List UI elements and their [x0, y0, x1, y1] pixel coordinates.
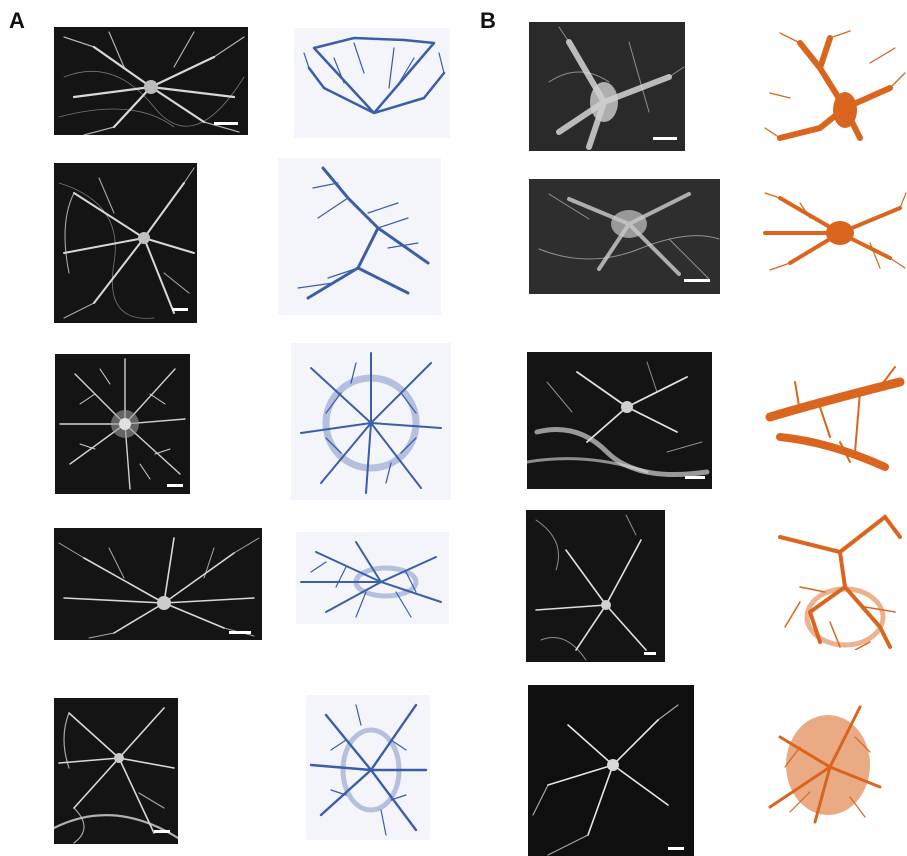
panel-b-reconstruction-1: [760, 28, 907, 146]
astrocyte-micrograph: [58, 537, 260, 639]
panel-a-reconstruction-1: [294, 28, 450, 138]
orange-reconstruction: [778, 514, 902, 650]
orange-reconstruction: [765, 366, 905, 471]
panel-b-micrograph-3: [527, 352, 712, 489]
panel-b-reconstruction-3: [760, 362, 907, 474]
panel-b-micrograph-2: [529, 179, 720, 294]
scale-bar: [172, 308, 188, 311]
panel-b-reconstruction-2: [760, 188, 907, 274]
scale-bar: [154, 830, 170, 833]
scale-bar: [684, 279, 710, 282]
astrocyte-micrograph: [529, 22, 685, 151]
panel-a-micrograph-2: [54, 163, 197, 323]
panel-a-micrograph-1: [54, 27, 248, 135]
panel-b-label: B: [480, 8, 496, 33]
blue-reconstruction: [300, 352, 442, 494]
scale-bar: [685, 476, 705, 479]
astrocyte-micrograph: [59, 358, 186, 490]
panel-a-micrograph-5: [54, 698, 178, 844]
blue-reconstruction: [300, 541, 442, 618]
scale-bar: [167, 484, 183, 487]
panel-a-reconstruction-2: [278, 158, 441, 315]
astrocyte-micrograph: [529, 179, 720, 294]
orange-reconstruction: [764, 30, 906, 141]
panel-a-reconstruction-5: [306, 695, 430, 840]
panel-b-reconstruction-5: [760, 697, 888, 827]
scale-bar: [214, 122, 238, 125]
astrocyte-micrograph: [527, 361, 710, 477]
panel-a-micrograph-4: [54, 528, 262, 640]
scale-bar: [668, 847, 684, 850]
panel-a-label: A: [9, 8, 25, 33]
blue-reconstruction: [297, 166, 430, 300]
panel-b-micrograph-1: [529, 22, 685, 151]
astrocyte-micrograph: [528, 685, 694, 856]
scale-bar: [229, 631, 251, 634]
astrocyte-micrograph: [58, 31, 245, 135]
astrocyte-micrograph: [58, 167, 195, 319]
panel-a-reconstruction-3: [291, 343, 451, 500]
panel-a-micrograph-3: [55, 354, 190, 494]
scale-bar: [644, 652, 656, 655]
panel-b-micrograph-4: [526, 510, 665, 662]
orange-reconstruction: [763, 192, 907, 271]
orange-reconstruction: [768, 705, 882, 824]
panel-a-reconstruction-4: [296, 532, 449, 624]
panel-b-reconstruction-4: [770, 507, 907, 650]
panel-b-micrograph-5: [528, 685, 694, 856]
astrocyte-micrograph: [535, 514, 647, 661]
astrocyte-micrograph: [54, 707, 178, 844]
scale-bar: [653, 137, 677, 140]
blue-reconstruction: [309, 703, 428, 836]
blue-reconstruction: [303, 36, 446, 115]
